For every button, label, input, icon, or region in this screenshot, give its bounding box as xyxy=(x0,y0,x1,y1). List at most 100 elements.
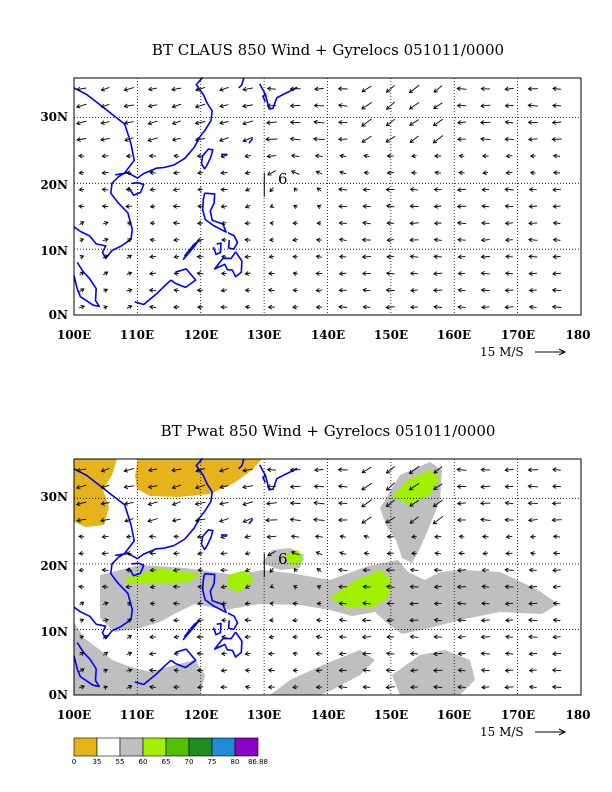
wind-arrow-shaft xyxy=(197,238,204,241)
wind-arrow-head xyxy=(433,187,438,192)
wind-arrow-shaft xyxy=(148,120,158,125)
wind-arrow-head xyxy=(433,617,439,623)
wind-arrow xyxy=(456,86,467,92)
wind-arrow-head xyxy=(267,171,272,176)
wind-arrow xyxy=(220,153,228,159)
wind-arrow-shaft xyxy=(173,172,180,174)
wind-arrow-shaft xyxy=(266,502,277,505)
wind-arrow xyxy=(481,601,490,606)
wind-arrow xyxy=(338,220,347,226)
wind-arrow-head xyxy=(385,651,391,656)
wind-arrow-head xyxy=(528,567,534,573)
wind-arrow-head xyxy=(361,503,366,508)
wind-arrow-head xyxy=(101,187,106,192)
wind-arrow-head xyxy=(313,500,318,506)
wind-arrow xyxy=(101,170,109,176)
wind-arrow xyxy=(292,651,298,657)
wind-arrow xyxy=(79,618,85,623)
wind-arrow-shaft xyxy=(172,484,182,489)
wind-arrow-head xyxy=(385,138,390,143)
wind-arrow-shaft xyxy=(126,289,132,292)
wind-arrow-shaft xyxy=(172,137,181,141)
wind-arrow-shaft xyxy=(173,602,180,605)
wind-arrow xyxy=(148,86,157,92)
wind-arrow-shaft xyxy=(361,482,372,491)
wind-arrow-head xyxy=(527,86,532,92)
wind-arrow xyxy=(313,103,325,108)
wind-arrow-head xyxy=(245,187,250,192)
wind-arrow xyxy=(172,584,180,590)
wind-arrow-shaft xyxy=(100,518,110,522)
wind-arrow xyxy=(456,484,467,489)
wind-arrow-head xyxy=(315,237,321,243)
wind-arrow xyxy=(290,550,300,556)
wind-arrow-shaft xyxy=(197,306,204,308)
wind-arrow xyxy=(78,153,85,159)
wind-arrow xyxy=(338,617,347,623)
wind-arrow xyxy=(361,135,372,143)
wind-arrow-shaft xyxy=(126,685,132,689)
wind-arrow-head xyxy=(127,254,133,259)
wind-arrow-head xyxy=(385,668,390,673)
shade-dry-northwest xyxy=(74,459,117,527)
wind-arrow-head xyxy=(80,288,85,293)
wind-arrow xyxy=(552,153,561,159)
wind-arrow-head xyxy=(289,517,295,523)
wind-arrow xyxy=(149,170,156,176)
wind-arrow-head xyxy=(101,534,106,540)
wind-arrow xyxy=(480,271,490,276)
wind-arrow xyxy=(481,203,490,209)
wind-arrow xyxy=(269,584,275,589)
wind-arrow-shaft xyxy=(316,255,323,258)
wind-arrow-shaft xyxy=(409,516,419,524)
wind-arrow-head xyxy=(267,287,273,293)
colorbar-label: 35 xyxy=(93,758,102,766)
wind-arrow-head xyxy=(266,103,271,109)
wind-arrow-shaft xyxy=(290,502,301,504)
wind-arrow xyxy=(338,120,348,125)
wind-arrow-head xyxy=(244,170,250,176)
wind-arrow xyxy=(363,551,370,556)
wind-arrow xyxy=(269,203,275,208)
wind-arrow-shaft xyxy=(506,155,513,157)
wind-arrow-shaft xyxy=(126,188,132,191)
wind-arrow xyxy=(528,288,537,293)
wind-arrow-head xyxy=(268,271,273,276)
wind-arrow-shaft xyxy=(221,289,228,292)
wind-arrow xyxy=(125,170,132,176)
shade-dry-north xyxy=(135,459,262,497)
wind-arrow xyxy=(528,684,537,690)
wind-arrow-shaft xyxy=(126,669,132,672)
wind-arrow-shaft xyxy=(529,586,538,588)
wind-arrow xyxy=(149,187,156,192)
wind-arrow-head xyxy=(123,103,129,109)
wind-arrow xyxy=(244,651,251,657)
wind-arrow-head xyxy=(481,187,486,192)
wind-arrow xyxy=(504,484,514,489)
wind-arrow-shaft xyxy=(505,222,514,224)
wind-arrow-shaft xyxy=(267,550,276,556)
wind-arrow-head xyxy=(552,187,557,193)
wind-arrow-shaft xyxy=(124,137,134,142)
wind-arrow xyxy=(102,634,109,640)
wind-arrow-shaft xyxy=(409,135,419,143)
wind-arrow-shaft xyxy=(124,518,134,522)
wind-arrow xyxy=(79,601,85,606)
wind-arrow-head xyxy=(292,271,297,277)
wind-arrow xyxy=(481,153,489,159)
wind-arrow xyxy=(338,237,347,243)
wind-arrow-head xyxy=(244,550,250,556)
wind-arrow xyxy=(194,484,206,490)
wind-arrow-head xyxy=(409,237,414,243)
wind-arrow-head xyxy=(363,170,368,176)
wind-arrow xyxy=(266,153,277,159)
wind-arrow xyxy=(244,220,251,226)
wind-arrow-head xyxy=(220,684,225,690)
wind-arrow xyxy=(480,517,491,523)
wind-arrow-head xyxy=(221,617,226,623)
wind-arrow-head xyxy=(385,287,390,293)
wind-arrow-shaft xyxy=(480,485,491,488)
wind-arrow-shaft xyxy=(102,569,109,571)
wind-arrow-head xyxy=(79,254,85,260)
wind-arrow xyxy=(76,137,87,142)
